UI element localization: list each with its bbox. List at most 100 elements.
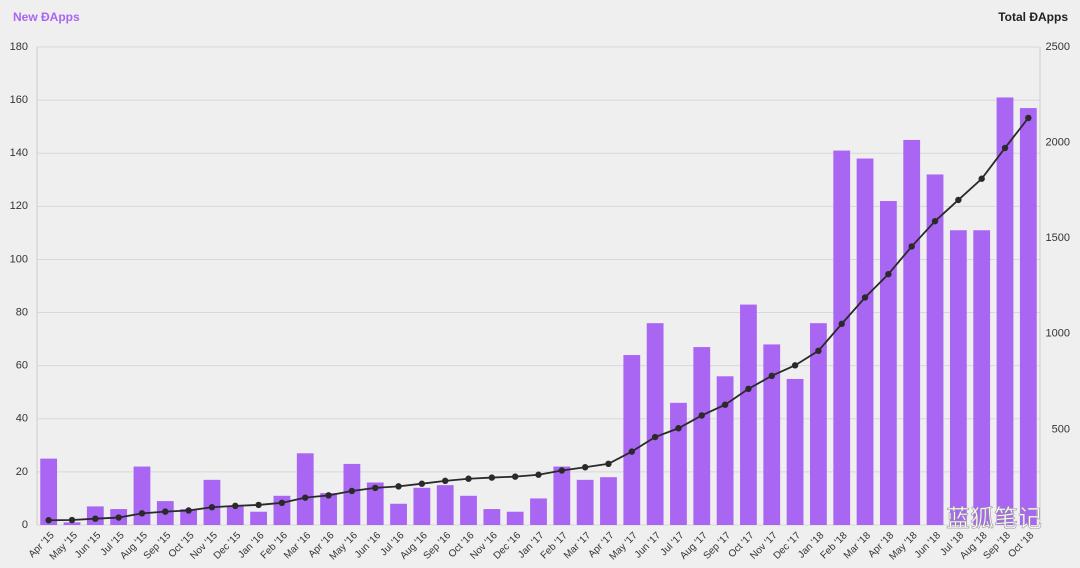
line-point [138,510,146,517]
y-tick-label: 100 [10,253,28,265]
line-point [255,501,262,509]
bar [949,230,967,525]
line-point [698,412,705,419]
bar [506,511,524,525]
line-point [628,448,636,455]
line-point [815,347,822,355]
bar [833,150,851,526]
bar [320,493,337,525]
line-point [418,480,426,487]
bar [390,503,407,525]
bar [810,323,827,525]
bar [1019,108,1037,526]
bar [693,347,711,525]
bar [670,402,687,525]
line-point [325,492,332,499]
bar [879,201,897,525]
line-point [768,372,775,380]
bar [296,453,314,525]
bar [973,230,991,525]
line-point [978,175,985,182]
line-point [162,508,169,515]
y2-tick-label: 2000 [1046,137,1070,149]
bar [40,458,58,525]
line-point [675,425,682,432]
line-point [232,502,239,510]
line-point [861,294,869,301]
line-point [511,473,519,480]
bar [460,495,477,525]
y2-tick-label: 2500 [1046,41,1070,53]
bar [763,344,781,525]
line-point [651,433,659,441]
line-point [581,464,589,471]
bar [343,463,361,525]
line-point [348,487,356,495]
bar [530,498,547,525]
bar [436,485,454,525]
line-point [535,471,542,478]
bar [553,466,571,525]
y-tick-label: 80 [16,306,28,318]
line-point [395,483,402,490]
bar [856,158,874,526]
line-point [278,499,286,507]
bar [716,376,734,525]
right-axis-title: Total ĐApps [998,10,1068,24]
y2-tick-label: 500 [1052,423,1070,435]
line-point [372,484,379,492]
bar [133,466,151,525]
line-point [791,362,799,369]
line-point [465,475,472,482]
y-tick-label: 160 [10,94,28,106]
y-tick-label: 180 [10,41,28,53]
line-point [45,517,52,524]
y-tick-label: 140 [10,147,28,159]
line-point [558,467,566,474]
bar [740,304,757,525]
bar [366,482,384,525]
bar [600,477,617,525]
bar [250,511,267,525]
bar [483,509,501,525]
line-point [955,196,962,204]
line-point [1025,114,1032,122]
line-point [68,516,76,524]
line-point [302,494,309,501]
bar [63,522,81,525]
bar [203,479,221,525]
line-point [908,243,915,250]
y2-tick-label: 1500 [1046,232,1070,244]
y2-tick-label: 1000 [1046,328,1070,340]
watermark: 蓝狐笔记 [946,505,1042,532]
bar [180,509,198,525]
y-tick-label: 20 [16,466,28,478]
bar [786,378,804,525]
bar [413,487,431,525]
left-axis-title: New ĐApps [13,10,80,24]
y-tick-label: 120 [10,200,28,212]
y-tick-label: 0 [22,519,28,531]
line-point [441,477,449,485]
bar [926,174,944,525]
line-point [838,320,845,328]
bar [576,479,594,525]
bar [996,97,1014,525]
bar [226,506,244,525]
line-point [885,270,892,278]
y-tick-label: 40 [16,413,28,425]
y-tick-label: 60 [16,360,28,372]
line-point [931,217,939,225]
line-point [721,401,729,408]
line-point [605,460,612,468]
line-point [92,515,99,522]
line-point [185,507,192,514]
bar [903,139,921,525]
line-point [745,385,752,393]
bar [646,323,664,525]
line-point [488,474,496,481]
line-point [1001,144,1009,152]
line-point [208,504,216,511]
line-point [115,514,122,521]
